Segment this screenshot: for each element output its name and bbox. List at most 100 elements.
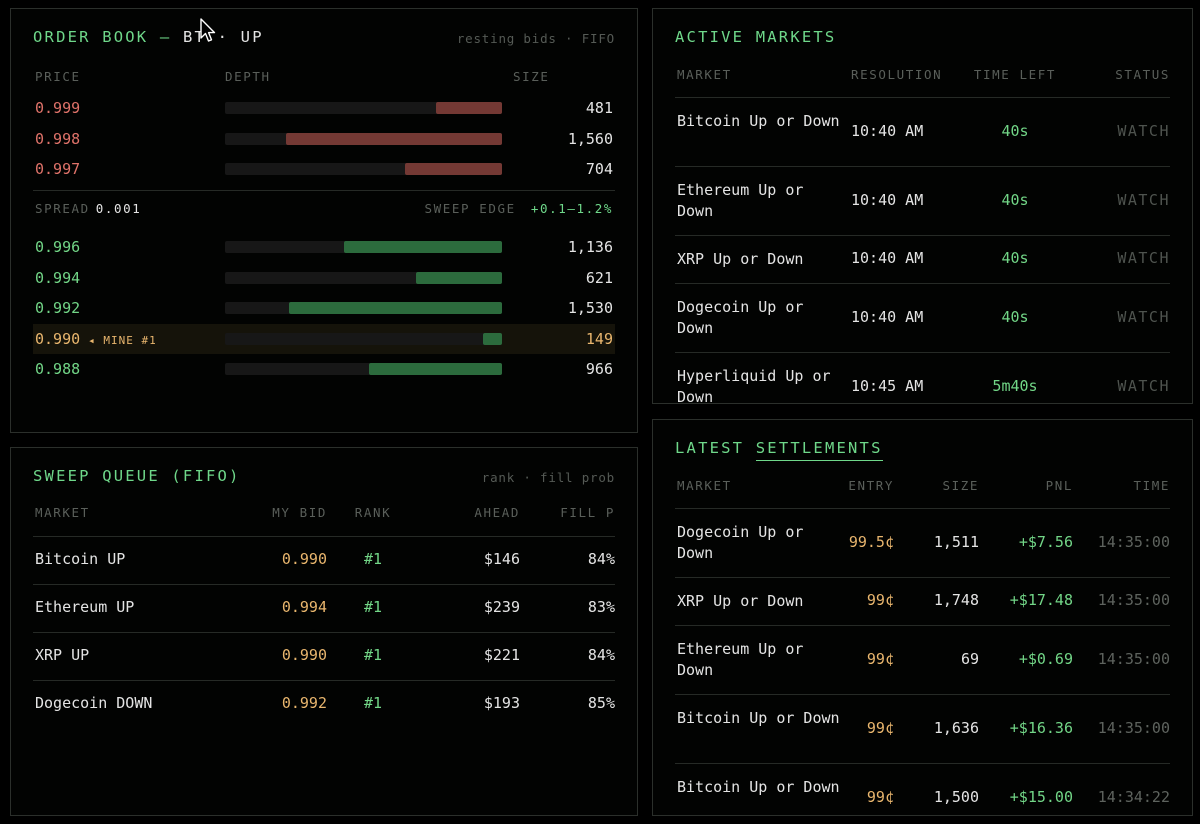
settle-time: 14:34:22 [1097, 787, 1170, 806]
pnl-value: +$7.56 [1018, 532, 1073, 551]
depth-bar [225, 163, 502, 175]
size-value: 149 [585, 329, 613, 348]
watch-status[interactable]: WATCH [1117, 249, 1170, 267]
row-divider [675, 235, 1170, 236]
time-left: 40s [1001, 190, 1029, 209]
price-value: 0.990 [35, 329, 81, 348]
price-value: 0.996 [35, 238, 81, 256]
header-depth: DEPTH [225, 69, 271, 84]
time-left: 40s [1001, 121, 1029, 140]
bid-row[interactable]: 0.996 1,136 [33, 232, 615, 262]
table-row[interactable]: Ethereum Up or Down 99¢ 69 +$0.69 14:35:00 [653, 625, 1192, 694]
order-book-asset[interactable]: BT [182, 28, 207, 46]
settle-time: 14:35:00 [1097, 649, 1170, 668]
depth-bar [225, 271, 502, 284]
settle-time: 14:35:00 [1097, 718, 1170, 737]
active-markets-title: ACTIVE MARKETS [675, 28, 837, 46]
depth-bar-fill [288, 302, 502, 314]
watch-status[interactable]: WATCH [1117, 190, 1170, 209]
entry-price: 99¢ [866, 649, 894, 668]
table-row[interactable]: XRP Up or Down 99¢ 1,748 +$17.48 14:35:00 [653, 577, 1192, 625]
depth-bar [225, 302, 502, 314]
price-level: 0.994 [35, 269, 80, 287]
header-price: PRICE [35, 69, 81, 84]
table-row[interactable]: XRP UP 0.990 #1 $221 84% [11, 632, 637, 680]
price-level: 0.992 [35, 299, 80, 317]
spread-divider [33, 190, 615, 191]
spread-value: 0.001 [95, 201, 142, 216]
table-row[interactable]: Ethereum UP 0.994 #1 $239 83% [11, 584, 637, 632]
mine-tag: ◂ MINE #1 [88, 333, 157, 347]
ahead-amount: $146 [483, 550, 520, 568]
queue-rank: #1 [363, 598, 383, 616]
price-level: 0.998 [35, 130, 80, 148]
ask-row[interactable]: 0.998 1,560 [33, 124, 615, 154]
fill-probability: 84% [587, 550, 615, 568]
settle-size: 69 [960, 649, 979, 668]
settle-time: 14:35:00 [1097, 591, 1170, 609]
entry-price: 99¢ [866, 591, 894, 609]
size-value: 481 [585, 99, 613, 117]
header-fill-prob: FILL P [560, 505, 615, 520]
market-name: Ethereum Up or Down [677, 639, 804, 679]
settlements-title-prefix: LATEST [675, 439, 745, 457]
watch-status[interactable]: WATCH [1117, 121, 1170, 140]
header-pnl: PNL [1045, 478, 1073, 493]
market-name: Hyperliquid Up or Down [677, 366, 831, 404]
sweep-queue-panel: SWEEP QUEUE (FIFO) rank · fill prob MARK… [10, 447, 638, 816]
size-value: 966 [585, 360, 613, 378]
market-name: Bitcoin UP [35, 550, 126, 568]
row-divider [33, 584, 615, 585]
active-markets-panel: ACTIVE MARKETS MARKET RESOLUTION TIME LE… [652, 8, 1193, 404]
watch-status[interactable]: WATCH [1117, 307, 1170, 326]
size-value: 621 [585, 268, 613, 287]
table-row[interactable]: Bitcoin Up or Down 10:40 AM 40s WATCH [653, 97, 1192, 166]
sweep-edge-label: SWEEP EDGE [424, 201, 516, 216]
resolution-time: 10:40 AM [851, 249, 924, 267]
size-value: 704 [585, 160, 613, 178]
row-divider [675, 283, 1170, 284]
header-ahead: AHEAD [474, 505, 520, 520]
ask-row[interactable]: 0.997 704 [33, 154, 615, 184]
market-name: XRP Up or Down [677, 250, 804, 268]
ahead-amount: $193 [483, 694, 520, 712]
market-name: Dogecoin DOWN [35, 694, 153, 712]
row-divider [675, 352, 1170, 353]
row-divider [675, 508, 1170, 509]
depth-bar-fill [285, 132, 502, 145]
queue-rank: #1 [363, 646, 383, 664]
price-value: 0.992 [35, 299, 81, 317]
size-value: 1,530 [567, 299, 613, 317]
price-level: 0.999 [35, 99, 80, 117]
settle-size: 1,511 [933, 532, 979, 551]
row-divider [33, 632, 615, 633]
depth-bar [225, 332, 502, 345]
table-row[interactable]: Dogecoin Up or Down 10:40 AM 40s WATCH [653, 283, 1192, 352]
table-row[interactable]: Hyperliquid Up or Down 10:45 AM 5m40s WATCH [653, 352, 1192, 404]
sweep-edge: SWEEP EDGE +0.1–1.2% [424, 201, 613, 216]
bid-row[interactable]: 0.990 ◂ MINE #1 149 [33, 323, 615, 354]
row-divider [33, 536, 615, 537]
table-row[interactable]: Bitcoin Up or Down 99¢ 1,500 +$15.00 14:34:2… [653, 763, 1192, 815]
table-row[interactable]: Dogecoin Up or Down 99.5¢ 1,511 +$7.56 14:35… [653, 508, 1192, 577]
bid-row[interactable]: 0.992 1,530 [33, 293, 615, 323]
table-row[interactable]: Ethereum Up or Down 10:40 AM 40s WATCH [653, 166, 1192, 235]
resolution-time: 10:45 AM [851, 376, 924, 395]
market-name: Dogecoin Up or Down [677, 297, 804, 337]
table-row[interactable]: Bitcoin UP 0.990 #1 $146 84% [11, 536, 637, 584]
watch-status[interactable]: WATCH [1117, 376, 1170, 395]
bid-row[interactable]: 0.988 966 [33, 354, 615, 384]
order-book-title: ORDER BOOK — BT · UP [33, 28, 264, 46]
bid-row[interactable]: 0.994 621 [33, 263, 615, 293]
table-row[interactable]: XRP Up or Down 10:40 AM 40s WATCH [653, 235, 1192, 283]
price-level: 0.988 [35, 360, 80, 378]
table-row[interactable]: Bitcoin Up or Down 99¢ 1,636 +$16.36 14:35:0… [653, 694, 1192, 763]
header-status: STATUS [1115, 67, 1170, 82]
table-row[interactable]: Dogecoin DOWN 0.992 #1 $193 85% [11, 680, 637, 728]
ask-row[interactable]: 0.999 481 [33, 93, 615, 123]
settle-size: 1,748 [933, 591, 979, 609]
fill-probability: 85% [587, 694, 615, 712]
header-size: SIZE [513, 69, 550, 84]
my-bid: 0.990 [281, 550, 327, 568]
settlements-link[interactable]: SETTLEMENTS [755, 439, 883, 461]
